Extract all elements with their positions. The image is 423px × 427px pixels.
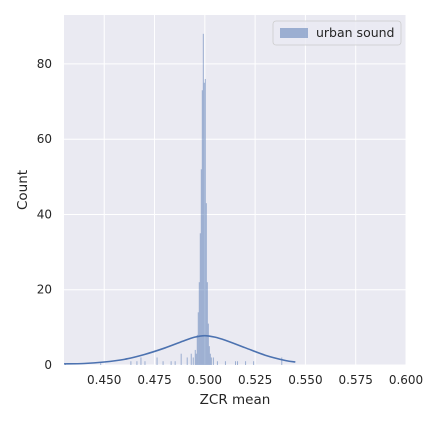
- histogram-bar: [170, 361, 172, 365]
- legend-frame: [272, 20, 402, 46]
- histogram-bar: [156, 357, 158, 365]
- histogram-bar: [198, 282, 200, 365]
- y-tick-label: 60: [37, 132, 52, 146]
- histogram-bar: [197, 312, 199, 365]
- legend: urban sound: [272, 20, 402, 46]
- y-tick-label: 80: [37, 57, 52, 71]
- histogram-bar: [208, 346, 210, 365]
- histogram-bar: [190, 353, 192, 365]
- histogram-bar: [140, 357, 142, 365]
- histogram-bar: [201, 90, 203, 366]
- histogram-bar: [210, 357, 212, 365]
- histogram-bar: [202, 33, 204, 366]
- histogram-bar: [162, 361, 164, 365]
- histogram-bar: [237, 361, 239, 365]
- histogram-bar: [281, 357, 283, 365]
- histogram-bar: [174, 361, 176, 365]
- kde-curve: [63, 334, 296, 365]
- histogram-bar: [203, 82, 205, 365]
- legend-swatch: [280, 28, 308, 38]
- x-tick-label: 0.525: [238, 373, 272, 387]
- histogram-bar: [205, 203, 207, 365]
- x-tick-label: 0.450: [87, 373, 121, 387]
- histogram-bar: [100, 363, 102, 365]
- x-axis-label: ZCR mean: [200, 392, 271, 408]
- histogram-bar: [235, 361, 237, 365]
- histogram-bar: [209, 353, 211, 365]
- histogram-bar: [212, 357, 214, 365]
- histogram-bar: [130, 361, 132, 365]
- histogram-bar: [144, 361, 146, 365]
- histogram-bar: [195, 353, 197, 365]
- histogram-bar: [200, 169, 202, 365]
- histogram-bar: [216, 361, 218, 365]
- x-tick-label: 0.475: [137, 373, 171, 387]
- histogram-bar: [199, 233, 201, 365]
- histogram-bars: [65, 33, 283, 366]
- plot-background: [64, 15, 406, 365]
- histogram-bar: [136, 361, 138, 365]
- histogram-bar: [186, 357, 188, 365]
- histogram-bar: [245, 361, 247, 365]
- y-tick-label: 40: [37, 207, 52, 221]
- histogram-bar: [206, 282, 208, 365]
- x-tick-label: 0.600: [389, 373, 423, 387]
- grid-lines: [64, 15, 407, 366]
- histogram-bar: [207, 323, 209, 365]
- histogram-bar: [180, 353, 182, 365]
- y-tick-label: 20: [37, 283, 52, 297]
- axis-ticks: 0.450 0.475 0.500 0.525 0.550 0.575 0.600 0 20 40…: [37, 57, 423, 387]
- histogram-bar: [192, 357, 194, 365]
- histogram-bar: [196, 334, 198, 365]
- histogram-bar: [253, 361, 255, 365]
- histogram-bar: [194, 349, 196, 365]
- x-tick-label: 0.550: [288, 373, 322, 387]
- kde-line: [63, 334, 296, 365]
- x-tick-label: 0.575: [339, 373, 373, 387]
- histogram-bar: [204, 78, 206, 366]
- x-tick-label: 0.500: [188, 373, 222, 387]
- y-tick-label: 0: [44, 358, 52, 372]
- legend-label: urban sound: [316, 25, 395, 40]
- histogram-bar: [224, 361, 226, 365]
- y-axis-label: Count: [15, 170, 31, 210]
